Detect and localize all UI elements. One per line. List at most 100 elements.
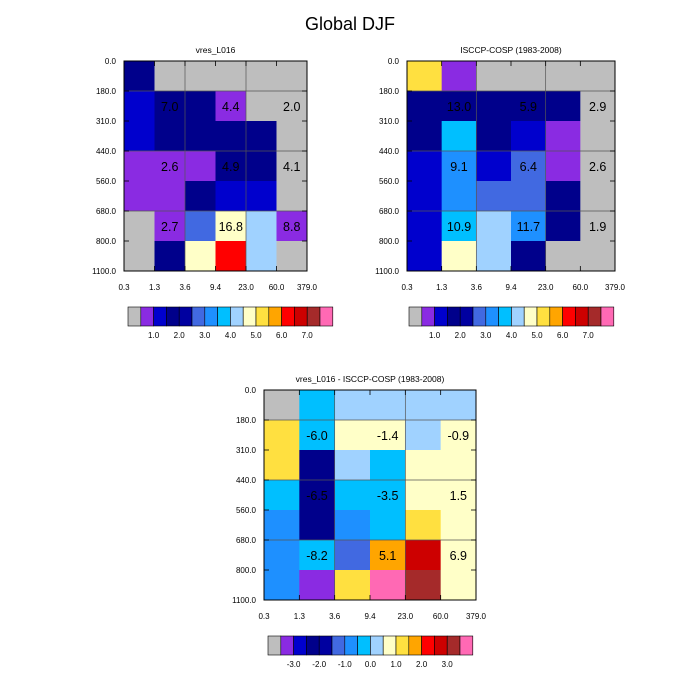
heatmap-cell [246,91,277,122]
colorbar-box [395,635,410,656]
heatmap-cell [124,121,155,152]
colorbar-label: -2.0 [312,660,326,669]
y-tick-label: 180.0 [236,416,257,425]
colorbar-box [523,306,538,327]
y-tick-label: 310.0 [379,117,400,126]
colorbar-label: 1.0 [148,331,160,340]
heatmap-cell [407,91,443,122]
heatmap-cell [246,121,277,152]
heatmap-cell [154,241,186,272]
heatmap-cell [246,181,277,212]
heatmap-cell [124,91,155,122]
value-annotation: 1.5 [450,489,467,503]
x-tick-label: 0.3 [401,283,413,292]
value-annotation: 11.7 [517,220,540,234]
heatmap-cell [264,510,300,541]
colorbar-box [153,306,167,327]
heatmap-cell [124,151,155,182]
heatmap-cell [370,390,406,421]
x-tick-label: 23.0 [538,283,554,292]
heatmap-cell [405,420,442,451]
heatmap-cell [405,510,442,541]
heatmap-cell [511,211,547,242]
value-annotation: 7.0 [161,100,178,114]
heatmap-cell [276,91,308,122]
heatmap-cell [185,211,216,242]
heatmap-cell [185,181,216,212]
colorbar-box [600,306,615,327]
heatmap-cell [264,390,300,421]
value-annotation: 16.8 [219,220,243,234]
heatmap-cell [580,61,616,92]
heatmap-cell [185,61,216,92]
heatmap-cell [405,570,442,601]
value-annotation: 2.7 [161,220,178,234]
heatmap-cell [185,121,216,152]
heatmap-cell [476,241,512,272]
heatmap-cell [476,151,512,182]
panel-title: vres_L016 [196,45,236,55]
colorbar-label: 7.0 [302,331,314,340]
colorbar-box [434,635,448,656]
heatmap-cell [334,570,371,601]
value-annotation: 6.4 [520,160,537,174]
y-tick-label: 0.0 [388,57,400,66]
heatmap-cell [299,390,336,421]
heatmap-cell [580,241,616,272]
y-tick-label: 560.0 [379,177,400,186]
heatmap-cell [154,121,186,152]
colorbar-box [408,635,422,656]
y-tick-label: 800.0 [236,566,257,575]
colorbar-box [485,306,499,327]
heatmap-cell [276,211,308,242]
colorbar-box [498,306,512,327]
value-annotation: -3.5 [377,489,399,503]
x-tick-label: 379.0 [297,283,318,292]
value-annotation: 2.6 [589,160,606,174]
y-tick-label: 0.0 [245,386,257,395]
y-tick-label: 440.0 [96,147,117,156]
heatmap-cell [580,151,616,182]
colorbar-label: 4.0 [506,331,518,340]
x-tick-label: 0.3 [258,612,270,621]
y-tick-label: 680.0 [379,207,400,216]
heatmap-cell [370,420,406,451]
heatmap-cell [334,510,371,541]
colorbar-box [230,306,244,327]
colorbar-label: 6.0 [557,331,569,340]
heatmap-cell [511,91,547,122]
heatmap-cell [215,61,247,92]
heatmap-cell [580,91,616,122]
heatmap-cell [215,211,247,242]
y-tick-label: 0.0 [105,57,117,66]
colorbar-label: 3.0 [480,331,492,340]
panel-title: ISCCP-COSP (1983-2008) [460,45,562,55]
heatmap-cell [264,420,300,451]
heatmap-cell [154,211,186,242]
heatmap-cell [276,151,308,182]
value-annotation: 2.9 [589,100,606,114]
heatmap-cell [264,570,300,601]
heatmap-cell [299,420,336,451]
heatmap-cell [407,61,443,92]
x-tick-label: 1.3 [294,612,306,621]
heatmap-cell [476,121,512,152]
x-tick-label: 3.6 [471,283,483,292]
colorbar-label: 4.0 [225,331,237,340]
value-annotation: 5.1 [379,549,396,563]
colorbar-box [178,306,193,327]
colorbar-box [140,306,154,327]
heatmap-cell [545,241,581,272]
heatmap-cell [580,181,616,212]
heatmap-cell [185,91,216,122]
colorbar-box [281,306,295,327]
heatmap-cell [545,181,581,212]
y-tick-label: 440.0 [236,476,257,485]
heatmap-cell [440,540,477,571]
heatmap-cell [405,540,442,571]
heatmap-cell [276,121,308,152]
x-tick-label: 60.0 [433,612,449,621]
colorbar-box [370,635,384,656]
heatmap-cell [246,211,277,242]
